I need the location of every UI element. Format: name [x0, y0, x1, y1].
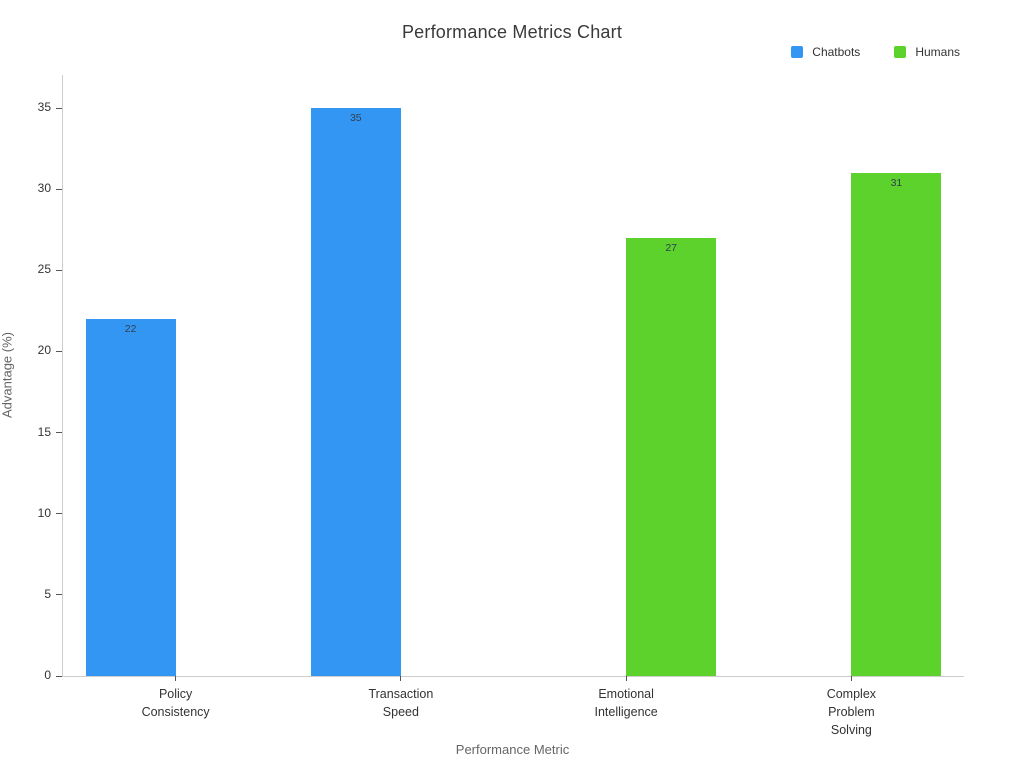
y-tick-mark: [56, 432, 62, 434]
legend-item-chatbots[interactable]: Chatbots: [791, 45, 860, 59]
bar-chatbots-policy-consistency[interactable]: 22: [85, 318, 176, 676]
y-tick-mark: [56, 594, 62, 596]
y-tick-mark: [56, 269, 62, 271]
legend-swatch-chatbots-icon: [791, 46, 804, 58]
x-tick-mark: [850, 676, 852, 681]
bar-humans-complex-problem-solving[interactable]: 31: [851, 172, 942, 676]
y-tick-label: 25: [37, 262, 51, 277]
legend-label-humans: Humans: [915, 45, 960, 59]
x-axis-title: Performance Metric: [455, 742, 570, 757]
legend-label-chatbots: Chatbots: [812, 45, 861, 59]
chart-title: Performance Metrics Chart: [401, 22, 623, 42]
bar-value-label: 27: [665, 241, 678, 254]
legend-item-humans[interactable]: Humans: [894, 45, 960, 59]
y-axis-title: Advantage (%): [0, 332, 15, 418]
y-tick-label: 10: [37, 505, 51, 520]
legend-swatch-humans-icon: [894, 46, 907, 58]
y-tick-label: 15: [37, 424, 51, 439]
bar-value-label: 35: [349, 112, 362, 124]
bar-value-label: 31: [890, 176, 903, 189]
x-tick-mark: [400, 676, 402, 681]
legend: Chatbots Humans: [791, 45, 960, 59]
y-tick-mark: [56, 675, 62, 677]
plot-area: 0 5 10 15 20 25 30 35 Policy Consistency Transact…: [38, 75, 964, 737]
x-tick-label-policy-consistency: Policy Consistency: [141, 687, 210, 720]
bar-chatbots-transaction-speed[interactable]: 35: [310, 108, 401, 676]
bar-humans-emotional-intelligence[interactable]: 27: [626, 237, 717, 676]
y-tick-mark: [56, 107, 62, 109]
y-tick-label: 30: [37, 181, 51, 196]
y-tick-label: 5: [44, 586, 51, 601]
y-tick-mark: [56, 188, 62, 190]
x-tick-mark: [625, 676, 627, 681]
y-tick-label: 0: [44, 668, 51, 682]
x-tick-mark: [175, 676, 177, 681]
x-tick-label-emotional-intelligence: Emotional Intelligence: [594, 687, 658, 720]
y-tick-mark: [56, 350, 62, 352]
x-tick-label-complex-problem-solving: Complex Problem Solving: [826, 687, 877, 738]
y-tick-label: 20: [37, 343, 51, 358]
bar-value-label: 22: [124, 322, 137, 335]
y-tick-label: 35: [37, 100, 51, 114]
y-tick-mark: [56, 513, 62, 515]
x-tick-label-transaction-speed: Transaction Speed: [368, 687, 434, 720]
